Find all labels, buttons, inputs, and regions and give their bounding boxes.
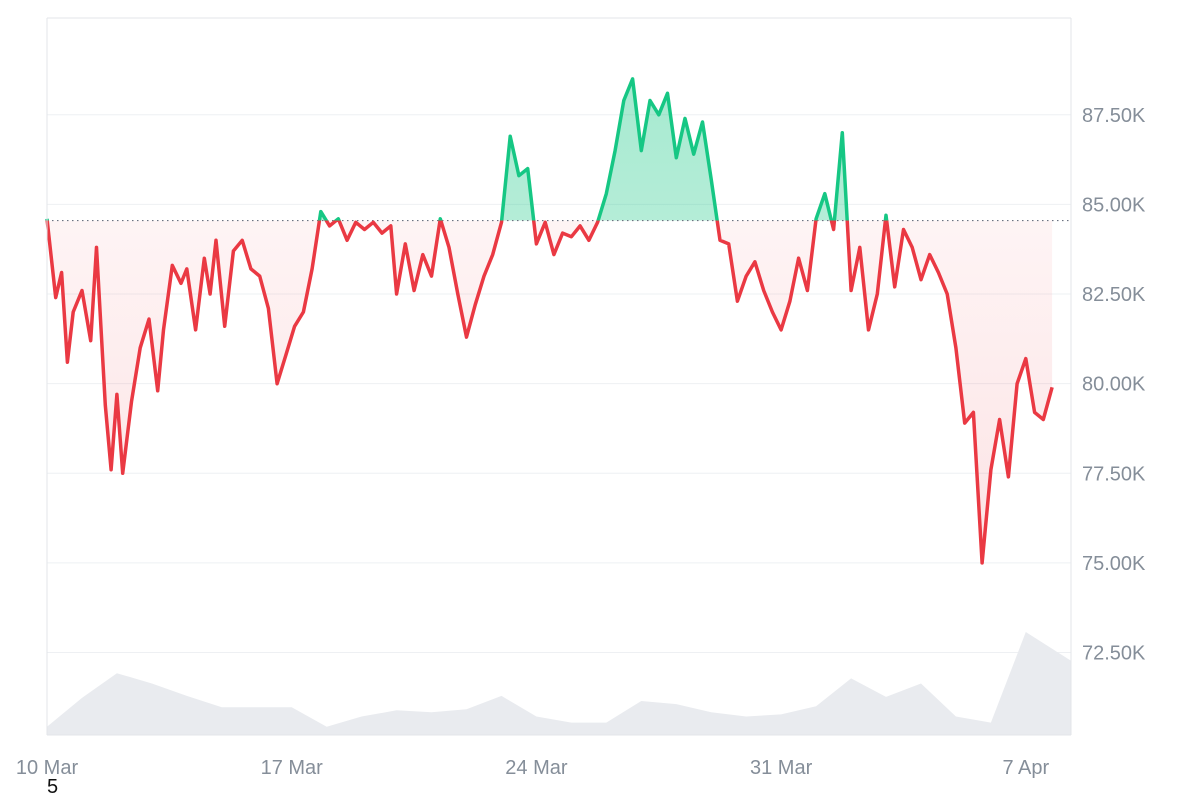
y-tick-label: 87.50K (1082, 105, 1146, 127)
up-fill (47, 78, 887, 221)
y-tick-label: 80.00K (1082, 374, 1146, 396)
y-axis-ticks: 87.50K 85.00K 82.50K 80.00K 77.50K 75.00K 72.5… (1082, 105, 1146, 665)
page-number: 5 (47, 776, 59, 798)
y-tick-label: 72.50K (1082, 643, 1146, 665)
volume-area-path (47, 632, 1071, 735)
price-line (45, 77, 1054, 565)
x-tick-label: 24 Mar (505, 757, 568, 779)
y-tick-label: 85.00K (1082, 194, 1146, 216)
price-line-up (45, 77, 889, 221)
price-line-down (45, 220, 1054, 565)
x-tick-label: 17 Mar (261, 757, 324, 779)
x-tick-label: 7 Apr (1002, 757, 1049, 779)
y-tick-label: 77.50K (1082, 463, 1146, 485)
down-fill (47, 220, 1053, 563)
x-axis-ticks: 10 Mar 17 Mar 24 Mar 31 Mar 7 Apr (16, 757, 1050, 779)
grid-lines (47, 114, 1071, 654)
y-tick-label: 82.50K (1082, 284, 1146, 306)
x-tick-label: 31 Mar (750, 757, 813, 779)
plot-frame (46, 17, 1072, 736)
price-fill (47, 78, 1053, 563)
volume-area (47, 632, 1071, 735)
y-tick-label: 75.00K (1082, 553, 1146, 575)
x-tick-label: 10 Mar (16, 757, 79, 779)
